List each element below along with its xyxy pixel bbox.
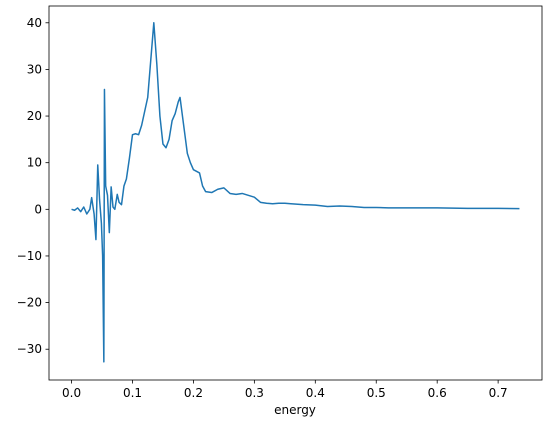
y-tick-label: 10 (27, 156, 42, 170)
x-tick-label: 0.4 (306, 386, 325, 400)
x-axis-label: energy (274, 403, 316, 417)
x-tick-label: 0.3 (245, 386, 264, 400)
y-tick-label: 20 (27, 109, 42, 123)
y-tick-label: −10 (17, 249, 42, 263)
x-tick-label: 0.7 (489, 386, 508, 400)
x-tick-label: 0.0 (62, 386, 81, 400)
y-tick-label: 30 (27, 62, 42, 76)
x-tick-label: 0.6 (428, 386, 447, 400)
x-tick-label: 0.2 (184, 386, 203, 400)
plot-frame (48, 5, 543, 381)
line (71, 22, 520, 363)
y-tick-label: 0 (34, 202, 42, 216)
y-tick-label: −30 (17, 342, 42, 356)
y-tick-label: 40 (27, 16, 42, 30)
x-tick-label: 0.5 (367, 386, 386, 400)
x-tick-label: 0.1 (123, 386, 142, 400)
y-tick-label: −20 (17, 296, 42, 310)
